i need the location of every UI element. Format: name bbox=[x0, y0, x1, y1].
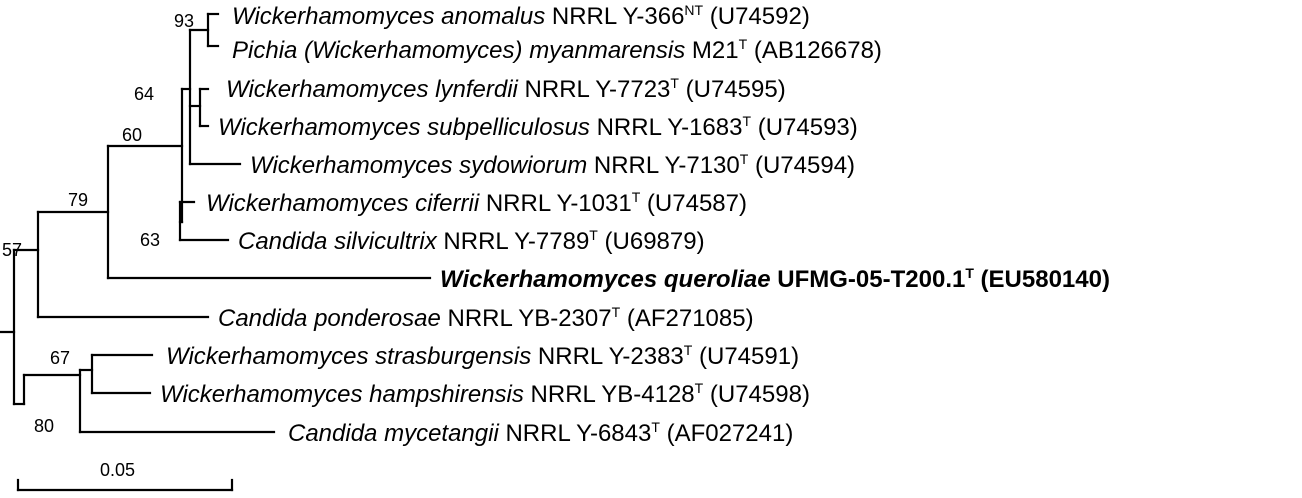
bootstrap-values: 93 64 60 79 63 57 67 80 bbox=[2, 11, 194, 436]
bootstrap-64: 64 bbox=[134, 84, 154, 104]
taxon-label-subpelliculosus: Wickerhamomyces subpelliculosus NRRL Y-1… bbox=[218, 113, 858, 141]
taxon-label-hampshirensis: Wickerhamomyces hampshirensis NRRL YB-41… bbox=[160, 380, 810, 408]
taxon-label-queroliae: Wickerhamomyces queroliae UFMG-05-T200.1… bbox=[440, 265, 1110, 293]
bootstrap-80: 80 bbox=[34, 416, 54, 436]
bootstrap-67: 67 bbox=[50, 348, 70, 368]
bootstrap-60: 60 bbox=[122, 125, 142, 145]
tree-branches bbox=[0, 12, 432, 434]
taxon-label-silvicultrix: Candida silvicultrix NRRL Y-7789T (U6987… bbox=[238, 227, 705, 255]
bootstrap-63: 63 bbox=[140, 230, 160, 250]
scale-bar: 0.05 bbox=[16, 460, 234, 492]
taxon-label-myanmarensis: Pichia (Wickerhamomyces) myanmarensis M2… bbox=[232, 36, 882, 64]
bootstrap-93: 93 bbox=[174, 11, 194, 31]
taxon-label-anomalus: Wickerhamomyces anomalus NRRL Y-366NT (U… bbox=[232, 2, 810, 30]
taxon-label-strasburgensis: Wickerhamomyces strasburgensis NRRL Y-23… bbox=[166, 342, 799, 370]
taxon-label-mycetangii: Candida mycetangii NRRL Y-6843T (AF02724… bbox=[288, 419, 793, 447]
taxon-labels: Wickerhamomyces anomalus NRRL Y-366NT (U… bbox=[160, 2, 1110, 447]
taxon-label-ciferrii: Wickerhamomyces ciferrii NRRL Y-1031T (U… bbox=[206, 189, 747, 217]
bootstrap-57: 57 bbox=[2, 240, 22, 260]
bootstrap-79: 79 bbox=[68, 190, 88, 210]
taxon-label-ponderosae: Candida ponderosae NRRL YB-2307T (AF2710… bbox=[218, 304, 754, 332]
taxon-label-lynferdii: Wickerhamomyces lynferdii NRRL Y-7723T (… bbox=[226, 75, 786, 103]
scale-bar-label: 0.05 bbox=[100, 460, 135, 480]
taxon-label-sydowiorum: Wickerhamomyces sydowiorum NRRL Y-7130T … bbox=[250, 151, 855, 179]
